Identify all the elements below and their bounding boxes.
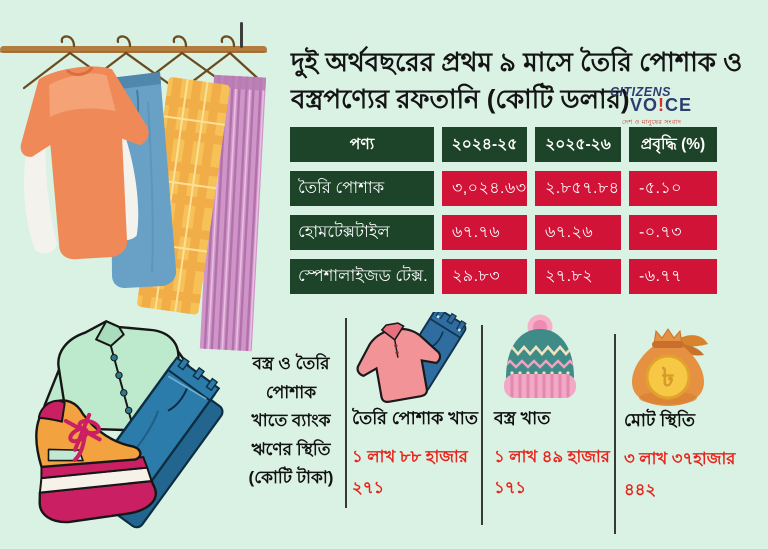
export-table: পণ্য ২০২৪-২৫ ২০২৫-২৬ প্রবৃদ্ধি (%) তৈরি … bbox=[290, 127, 717, 294]
citizens-voice-logo: CITIZENS VO!CE দেশ ও মানুষের সংবাদ bbox=[610, 85, 726, 128]
col-header-product: পণ্য bbox=[290, 127, 434, 162]
stat-garment-sector: তৈরি পোশাক খাত ১ লাখ ৮৮ হাজার ২৭১ bbox=[352, 312, 480, 504]
divider bbox=[345, 318, 347, 508]
sneaker bbox=[35, 399, 157, 524]
money-bag-icon: ৳ bbox=[632, 328, 708, 406]
divider bbox=[481, 325, 483, 525]
loan-caption: বস্ত্র ও তৈরি পোশাক খাতে ব্যাংক ঋণের স্থ… bbox=[248, 354, 334, 487]
page-title: দুই অর্থবছরের প্রথম ৯ মাসে তৈরি পোশাক ও … bbox=[291, 44, 743, 118]
stat-label: মোট স্থিতি bbox=[624, 410, 696, 430]
row-value-growth: -০.৭৩ bbox=[629, 215, 717, 250]
stat-label: বস্ত্র খাত bbox=[494, 408, 551, 428]
t-shirt bbox=[20, 66, 149, 260]
stat-value: ৩ লাখ ৩৭হাজার ৪৪২ bbox=[624, 450, 736, 499]
logo-exclamation: ! bbox=[658, 95, 666, 115]
row-value-2025-26: ২.৮৫৭.৮৪ bbox=[535, 171, 621, 206]
shirt-jeans-icon bbox=[356, 312, 467, 403]
row-value-2025-26: ৬৭.২৬ bbox=[535, 215, 621, 250]
stat-value: ১ লাখ ৪৯ হাজার ১৭১ bbox=[494, 448, 610, 497]
title-line-1: দুই অর্থবছরের প্রথম ৯ মাসে তৈরি পোশাক ও bbox=[291, 47, 743, 77]
row-value-growth: -৬.৭৭ bbox=[629, 259, 717, 294]
divider bbox=[614, 334, 616, 534]
rod-pin bbox=[240, 22, 243, 48]
col-header-growth: প্রবৃদ্ধি (%) bbox=[629, 127, 717, 162]
row-value-2025-26: ২৭.৮২ bbox=[535, 259, 621, 294]
beanie-icon bbox=[504, 314, 576, 398]
row-label: তৈরি পোশাক bbox=[290, 171, 434, 206]
taka-symbol: ৳ bbox=[662, 362, 675, 392]
row-value-2024-25: ৩,০২৪.৬৩ bbox=[442, 171, 527, 206]
hanging-clothes-illustration bbox=[0, 22, 267, 352]
logo-citizens-text: CITIZENS bbox=[610, 85, 671, 99]
row-label: হোমটেক্সটাইল bbox=[290, 215, 434, 250]
col-header-2024-25: ২০২৪-২৫ bbox=[442, 127, 527, 162]
row-value-2024-25: ৬৭.৭৬ bbox=[442, 215, 527, 250]
col-header-2025-26: ২০২৫-২৬ bbox=[535, 127, 621, 162]
logo-tagline: দেশ ও মানুষের সংবাদ bbox=[622, 119, 682, 126]
stat-value: ১ লাখ ৮৮ হাজার ২৭১ bbox=[352, 448, 468, 497]
stat-total: ৳ মোট স্থিতি ৩ লাখ ৩৭হাজার ৪৪২ bbox=[624, 314, 760, 506]
row-value-2024-25: ২৯.৮৩ bbox=[442, 259, 527, 294]
logo-voice-text: VO!CE bbox=[630, 95, 693, 115]
stat-label: তৈরি পোশাক খাত bbox=[352, 408, 478, 428]
stat-textile-sector: বস্ত্র খাত ১ লাখ ৪৯ হাজার ১৭১ bbox=[494, 312, 610, 504]
row-value-growth: -৫.১০ bbox=[629, 171, 717, 206]
title-line-2: বস্ত্রপণ্যের রফতানি (কোটি ডলার) bbox=[291, 84, 630, 114]
row-label: স্পেশালাইজড টেক্স. bbox=[290, 259, 434, 294]
folded-clothes-illustration bbox=[35, 320, 224, 529]
